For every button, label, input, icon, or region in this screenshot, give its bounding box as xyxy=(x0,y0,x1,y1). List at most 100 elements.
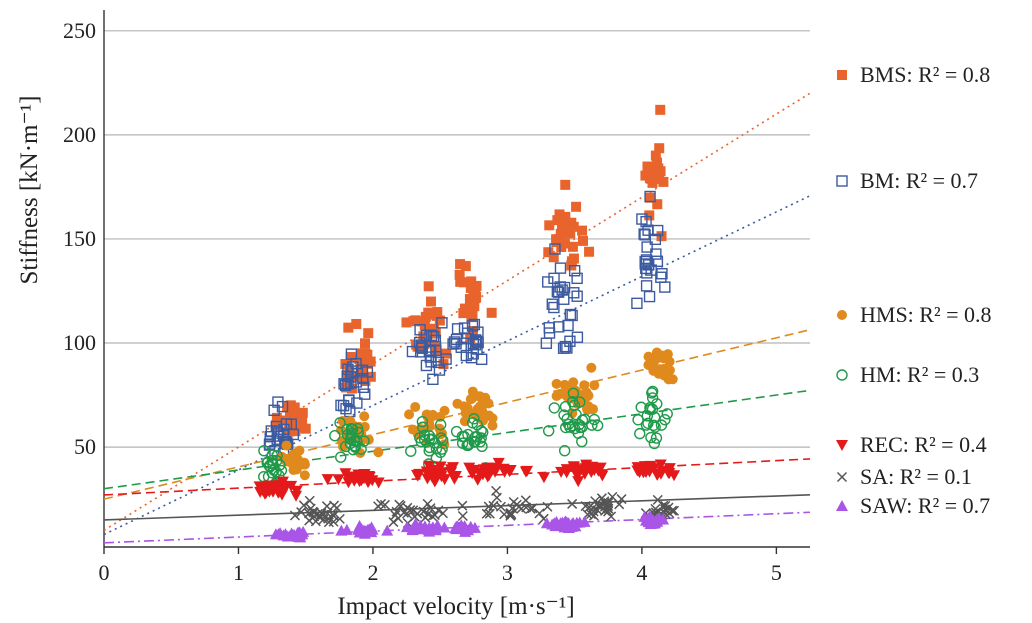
data-point-rec xyxy=(321,474,334,486)
data-point-bms xyxy=(467,310,478,321)
data-point-sa xyxy=(298,500,309,511)
data-point-bm xyxy=(416,342,428,354)
x-tick-label: 1 xyxy=(233,560,244,585)
data-point-bms xyxy=(543,247,554,258)
data-point-bm xyxy=(631,297,643,310)
data-point-hm xyxy=(456,437,469,449)
data-point-bm xyxy=(641,241,653,253)
data-point-rec xyxy=(356,472,369,484)
data-point-bm xyxy=(636,213,648,225)
data-point-hms xyxy=(589,380,600,391)
data-point-bm xyxy=(651,255,664,267)
data-point-bm xyxy=(553,321,565,333)
legend-label-bm: BM: R² = 0.7 xyxy=(860,168,978,193)
legend-item-bms: BMS: R² = 0.8 xyxy=(837,62,990,87)
data-point-hms xyxy=(452,398,463,409)
data-point-bm xyxy=(540,337,553,349)
legend-item-bm: BM: R² = 0.7 xyxy=(836,168,978,193)
data-point-hm xyxy=(635,401,647,413)
data-point-bm xyxy=(338,378,350,390)
data-point-hm xyxy=(548,402,561,414)
legend-marker-sa xyxy=(836,471,848,483)
data-point-saw xyxy=(423,522,436,534)
data-point-rec xyxy=(492,457,505,469)
data-point-sa xyxy=(425,503,436,514)
data-point-bms xyxy=(577,225,588,236)
data-point-bm xyxy=(571,290,583,302)
series-sa xyxy=(289,485,680,529)
data-point-rec xyxy=(661,466,674,478)
data-point-hm xyxy=(416,415,429,428)
data-point-hms xyxy=(294,445,305,456)
legend-label-sa: SA: R² = 0.1 xyxy=(860,464,972,489)
data-point-hm xyxy=(591,419,604,432)
data-point-bm xyxy=(571,331,584,343)
data-point-hm xyxy=(458,430,470,443)
data-point-sa xyxy=(420,512,431,523)
data-point-hms xyxy=(404,409,415,420)
data-point-bm xyxy=(564,335,576,347)
data-point-bm xyxy=(450,333,463,346)
data-point-hm xyxy=(648,411,661,423)
data-point-sa xyxy=(394,499,405,510)
data-point-bms xyxy=(271,412,282,423)
data-point-bm xyxy=(656,268,668,280)
data-point-rec xyxy=(339,468,352,480)
data-point-sa xyxy=(334,513,345,524)
legend-label-rec: REC: R² = 0.4 xyxy=(860,432,987,457)
data-point-bms xyxy=(360,350,371,361)
data-point-bms xyxy=(271,420,282,431)
data-point-bm xyxy=(268,404,280,417)
legend-item-rec: REC: R² = 0.4 xyxy=(836,432,987,457)
data-point-rec xyxy=(411,469,424,481)
data-point-bm xyxy=(564,308,577,321)
data-point-rec xyxy=(654,459,667,471)
data-point-bm xyxy=(469,339,482,351)
y-tick-label: 50 xyxy=(74,434,96,459)
data-point-bm xyxy=(448,336,461,348)
series-bms xyxy=(271,104,669,437)
data-point-rec xyxy=(280,481,293,493)
data-point-rec xyxy=(572,476,585,488)
data-point-hms xyxy=(281,456,292,467)
legend-item-hms: HMS: R² = 0.8 xyxy=(837,302,991,327)
data-point-bms xyxy=(459,277,470,288)
data-point-hm xyxy=(475,424,487,437)
data-point-hm xyxy=(632,414,644,426)
data-point-bms xyxy=(468,287,479,298)
data-point-sa xyxy=(408,505,419,516)
data-point-hm xyxy=(648,419,660,431)
data-point-saw xyxy=(459,525,472,537)
data-point-rec xyxy=(471,474,484,486)
data-point-hm xyxy=(351,423,364,435)
data-point-rec xyxy=(579,463,592,475)
data-point-hm xyxy=(335,451,347,463)
data-point-sa xyxy=(599,496,610,507)
data-point-rec xyxy=(560,467,573,479)
data-point-hm xyxy=(349,440,361,452)
y-tick-label: 250 xyxy=(63,18,96,43)
data-point-rec xyxy=(332,474,345,486)
data-point-hm xyxy=(334,417,346,429)
data-point-bms xyxy=(293,418,304,429)
data-point-hm xyxy=(434,418,447,431)
data-point-sa xyxy=(534,508,545,519)
data-point-bm xyxy=(548,301,560,314)
data-point-rec xyxy=(274,485,287,497)
data-points xyxy=(253,104,681,543)
data-point-hms xyxy=(467,386,478,397)
data-point-saw xyxy=(359,525,372,537)
legend-marker-bm xyxy=(836,175,848,187)
data-point-bms xyxy=(548,252,559,263)
legend-marker-hms xyxy=(837,310,847,320)
data-point-hm xyxy=(345,430,357,442)
data-point-bm xyxy=(566,309,578,322)
data-point-bm xyxy=(472,336,484,349)
data-point-bms xyxy=(644,210,655,221)
data-point-hms xyxy=(667,374,678,385)
data-point-sa xyxy=(304,495,315,506)
data-point-sa xyxy=(422,498,433,509)
axes: 50 100 150 200 250 0 1 2 3 4 5 xyxy=(63,10,810,585)
data-point-bm xyxy=(460,349,473,362)
data-point-hm xyxy=(588,413,601,426)
